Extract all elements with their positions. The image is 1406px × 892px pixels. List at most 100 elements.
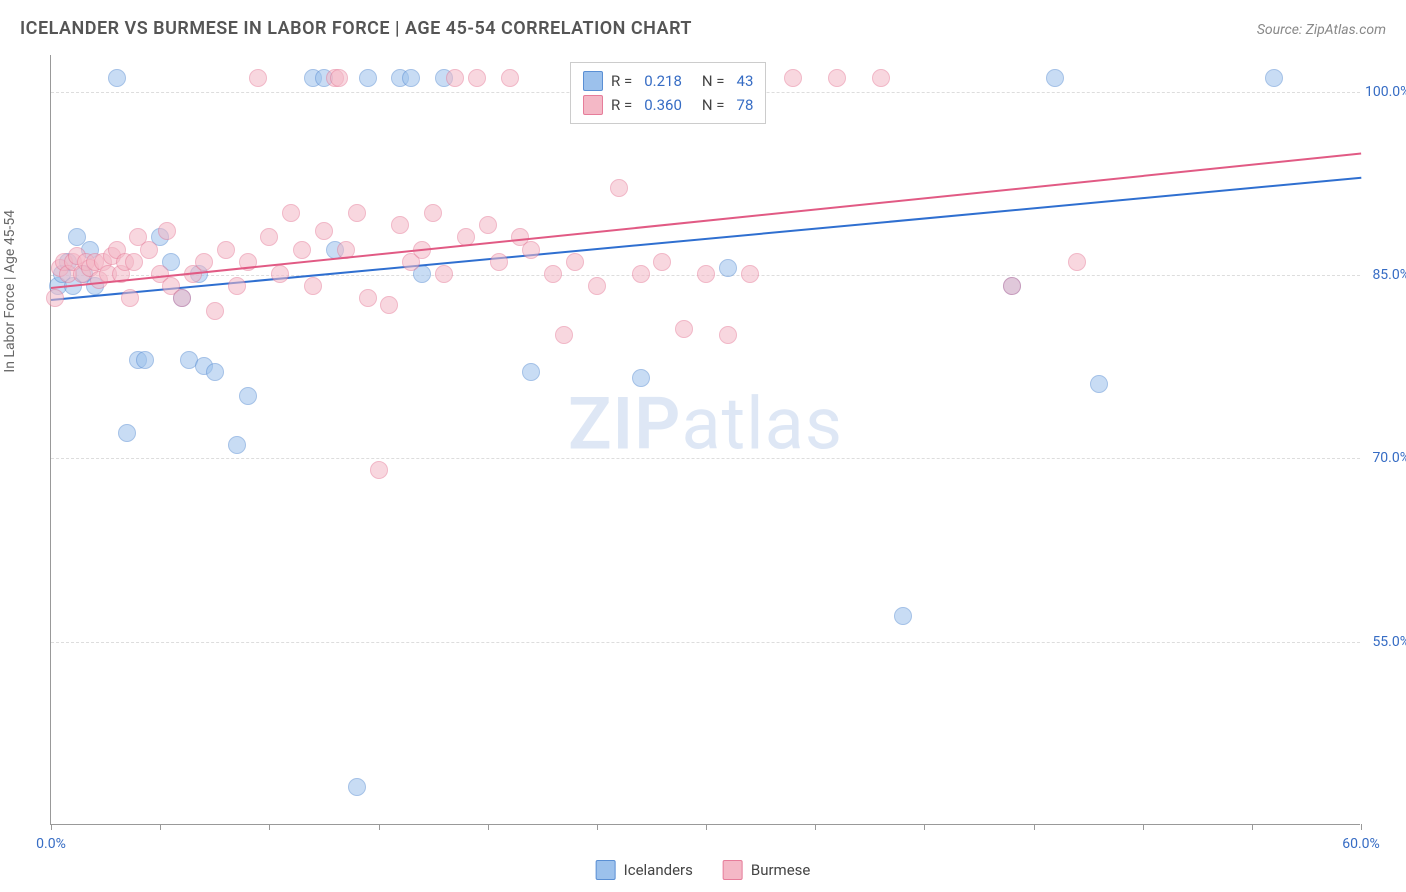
scatter-point (359, 69, 377, 87)
scatter-point (402, 69, 420, 87)
scatter-point (260, 228, 278, 246)
x-tick (1143, 824, 1144, 830)
x-tick (706, 824, 707, 830)
legend-swatch (583, 71, 603, 91)
scatter-point (490, 253, 508, 271)
scatter-point (118, 424, 136, 442)
scatter-point (195, 253, 213, 271)
scatter-point (522, 241, 540, 259)
y-tick-label: 70.0% (1365, 450, 1406, 466)
scatter-point (330, 69, 348, 87)
scatter-point (249, 69, 267, 87)
scatter-point (391, 216, 409, 234)
x-tick (269, 824, 270, 830)
legend-label: Icelanders (624, 861, 693, 879)
scatter-point (136, 351, 154, 369)
scatter-point (632, 265, 650, 283)
x-tick-label: 60.0% (1342, 836, 1380, 852)
x-tick (160, 824, 161, 830)
scatter-point (610, 179, 628, 197)
scatter-point (424, 204, 442, 222)
scatter-point (217, 241, 235, 259)
legend-n-value: 43 (737, 72, 754, 90)
scatter-point (632, 369, 650, 387)
x-tick (379, 824, 380, 830)
scatter-point (872, 69, 890, 87)
legend-n-label: N = (702, 72, 725, 90)
legend-n-label: N = (702, 96, 725, 114)
legend-row: R = 0.218 N = 43 (583, 69, 753, 93)
scatter-point (784, 69, 802, 87)
scatter-point (370, 461, 388, 479)
scatter-point (158, 222, 176, 240)
scatter-point (228, 436, 246, 454)
x-tick (1252, 824, 1253, 830)
chart-container: ICELANDER VS BURMESE IN LABOR FORCE | AG… (0, 0, 1406, 892)
series-legend: Icelanders Burmese (596, 860, 811, 880)
scatter-point (501, 69, 519, 87)
scatter-point (293, 241, 311, 259)
plot-area: ZIPatlas 55.0%70.0%85.0%100.0%0.0%60.0% (50, 55, 1360, 825)
scatter-point (108, 69, 126, 87)
scatter-point (140, 241, 158, 259)
chart-title: ICELANDER VS BURMESE IN LABOR FORCE | AG… (20, 18, 692, 39)
scatter-point (741, 265, 759, 283)
correlation-legend: R = 0.218 N = 43 R = 0.360 N = 78 (570, 62, 766, 124)
y-tick-label: 85.0% (1365, 267, 1406, 283)
legend-r-value: 0.218 (644, 72, 682, 90)
scatter-point (206, 363, 224, 381)
gridline (51, 642, 1360, 643)
scatter-point (588, 277, 606, 295)
x-tick (924, 824, 925, 830)
scatter-point (348, 204, 366, 222)
x-tick-label: 0.0% (36, 836, 66, 852)
scatter-point (522, 363, 540, 381)
scatter-point (206, 302, 224, 320)
legend-swatch (583, 95, 603, 115)
scatter-point (675, 320, 693, 338)
scatter-point (468, 69, 486, 87)
scatter-point (719, 259, 737, 277)
legend-r-value: 0.360 (644, 96, 682, 114)
scatter-point (304, 277, 322, 295)
scatter-point (566, 253, 584, 271)
scatter-point (173, 289, 191, 307)
scatter-point (653, 253, 671, 271)
scatter-point (271, 265, 289, 283)
scatter-point (719, 326, 737, 344)
scatter-point (479, 216, 497, 234)
y-axis-label: In Labor Force | Age 45-54 (2, 210, 18, 373)
legend-swatch (723, 860, 743, 880)
scatter-point (46, 289, 64, 307)
scatter-point (1068, 253, 1086, 271)
legend-item: Burmese (723, 860, 811, 880)
scatter-point (380, 296, 398, 314)
y-tick-label: 55.0% (1365, 634, 1406, 650)
legend-row: R = 0.360 N = 78 (583, 93, 753, 117)
x-tick (815, 824, 816, 830)
scatter-point (239, 387, 257, 405)
chart-source: Source: ZipAtlas.com (1257, 22, 1386, 38)
legend-n-value: 78 (737, 96, 754, 114)
legend-r-label: R = (611, 72, 632, 90)
watermark: ZIPatlas (568, 382, 843, 467)
scatter-point (446, 69, 464, 87)
scatter-point (125, 253, 143, 271)
scatter-point (555, 326, 573, 344)
x-tick (488, 824, 489, 830)
y-tick-label: 100.0% (1365, 84, 1406, 100)
scatter-point (315, 222, 333, 240)
x-tick (1034, 824, 1035, 830)
x-tick (1361, 824, 1362, 830)
legend-swatch (596, 860, 616, 880)
scatter-point (228, 277, 246, 295)
scatter-point (359, 289, 377, 307)
legend-r-label: R = (611, 96, 632, 114)
scatter-point (348, 778, 366, 796)
scatter-point (828, 69, 846, 87)
scatter-point (1090, 375, 1108, 393)
x-tick (51, 824, 52, 830)
legend-label: Burmese (751, 861, 811, 879)
scatter-point (894, 607, 912, 625)
x-tick (597, 824, 598, 830)
